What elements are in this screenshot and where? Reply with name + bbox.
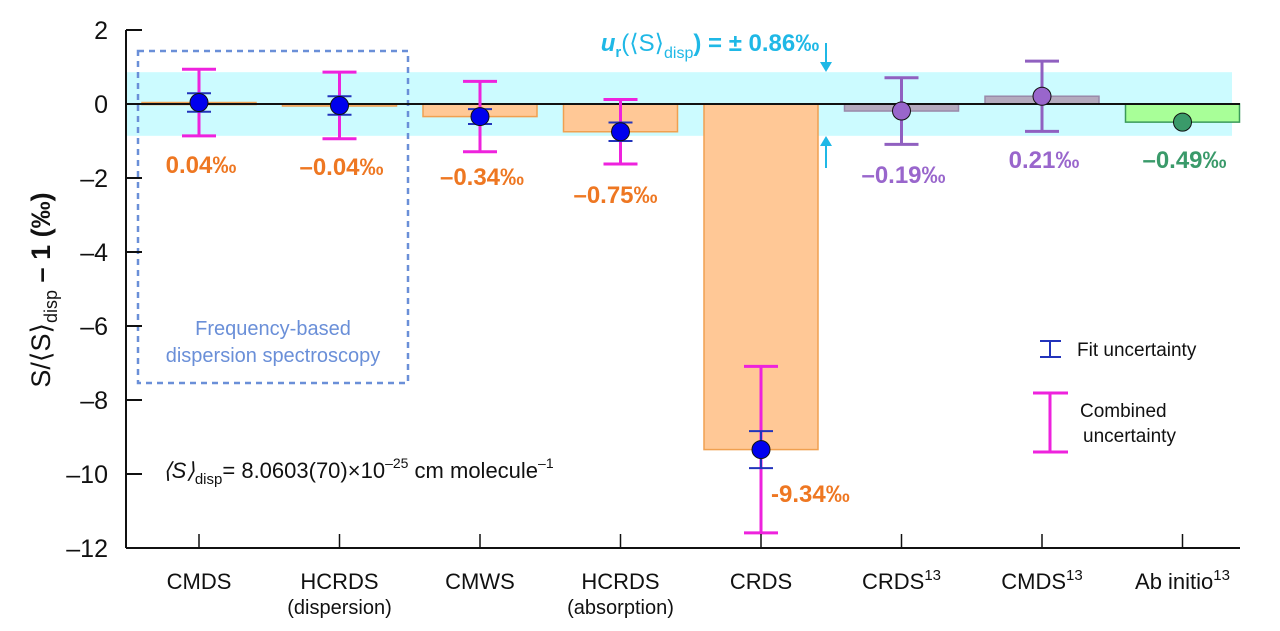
x-tick-label: CRDS13 <box>862 567 941 594</box>
ref-exp2: –1 <box>538 455 554 471</box>
data-point <box>189 93 209 113</box>
x-tick-label: CMDS <box>167 569 232 594</box>
y-tick-label: –4 <box>80 239 108 267</box>
x-tick-label-name: CMDS <box>167 569 232 594</box>
value-label: –0.19‰ <box>861 162 945 189</box>
data-point <box>1173 112 1192 132</box>
data-point <box>1032 86 1052 106</box>
value-label: –0.75‰ <box>573 182 657 209</box>
y-tick-label: –6 <box>80 313 108 341</box>
x-tick-label-name: CMWS <box>445 569 515 594</box>
y-ticks: 2 0 –2 –4 –6 –8 –10 –12 <box>66 17 142 563</box>
band-annotation-prefix: u <box>601 30 616 57</box>
data-point <box>470 107 490 127</box>
legend-fit-error-icon <box>1040 340 1061 358</box>
x-tick-label-sup: 13 <box>1213 567 1230 584</box>
band-annotation-tail: ) = ± 0.86‰ <box>693 30 819 57</box>
x-tick-sublabel: (dispersion) <box>287 597 391 619</box>
reference-value-note: ⟨S⟩disp= 8.0603(70)×10–25 cm molecule–1 <box>163 455 554 488</box>
y-axis-label-tail: – 1 (‰) <box>26 192 56 290</box>
y-tick-label: –10 <box>66 461 108 489</box>
data-point <box>611 122 630 142</box>
value-label: –0.34‰ <box>440 164 524 191</box>
data-point <box>892 101 911 121</box>
x-tick-label: HCRDS <box>300 569 378 594</box>
legend-combined-label-2: uncertainty <box>1083 426 1176 447</box>
y-tick-label: –2 <box>80 165 108 193</box>
band-arrow-up-icon <box>820 136 832 168</box>
value-label: –0.04‰ <box>299 154 383 181</box>
data-point <box>330 95 349 115</box>
ref-tail: cm molecule <box>408 458 538 483</box>
band-annotation-mid: (⟨S⟩ <box>621 30 664 57</box>
value-labels-layer: 0.04‰ –0.04‰ –0.34‰ –0.75‰ -9.34‰ –0.19‰ 0.21‰… <box>166 147 1227 508</box>
x-tick-label-name: CRDS <box>730 569 792 594</box>
legend: Fit uncertainty Combined uncertainty <box>1033 340 1197 454</box>
x-tick-label: CMDS13 <box>1001 567 1082 594</box>
y-axis-label: S/⟨S⟩disp – 1 (‰) <box>26 192 61 387</box>
data-point <box>751 440 771 460</box>
value-label: 0.04‰ <box>166 152 237 179</box>
x-tick-label-name: CRDS <box>862 569 924 594</box>
y-tick-label: 0 <box>94 91 108 119</box>
ref-exp: –25 <box>385 455 409 471</box>
y-axis-label-sub: disp <box>41 290 61 323</box>
band-annotation-sub2: disp <box>664 45 693 62</box>
y-tick-label: –12 <box>66 535 108 563</box>
value-label: –0.49‰ <box>1142 147 1226 174</box>
ref-mid: = 8.0603(70)×10 <box>222 458 385 483</box>
x-tick-label: HCRDS <box>581 569 659 594</box>
y-tick-label: –8 <box>80 387 108 415</box>
band-annotation: ur(⟨S⟩disp) = ± 0.86‰ <box>601 30 820 62</box>
x-tick-label-name: CMDS <box>1001 569 1066 594</box>
group-box-line1: Frequency-based <box>195 318 351 340</box>
ref-sub: disp <box>195 471 223 488</box>
group-box-line2: dispersion spectroscopy <box>166 345 381 367</box>
x-tick-label: CRDS <box>730 569 792 594</box>
frequency-group-box <box>136 49 410 385</box>
x-tick-label-name: HCRDS <box>300 569 378 594</box>
x-tick-label: Ab initio13 <box>1135 567 1230 594</box>
value-label: 0.21‰ <box>1009 147 1080 174</box>
x-tick-label-name: Ab initio <box>1135 569 1213 594</box>
legend-combined-error-icon <box>1033 391 1068 454</box>
x-tick-label: CMWS <box>445 569 515 594</box>
legend-combined-label-1: Combined <box>1080 401 1167 422</box>
band-annotation-sub: r <box>615 44 621 61</box>
points-layer <box>189 86 1192 460</box>
value-label: -9.34‰ <box>771 481 850 508</box>
x-tick-label-sup: 13 <box>1066 567 1083 584</box>
x-ticks: CMDS HCRDS (dispersion) CMWS HCRDS (absorptio… <box>167 534 1230 619</box>
x-tick-sublabel: (absorption) <box>567 597 674 619</box>
band-arrow-down-icon <box>820 43 832 72</box>
legend-fit-label: Fit uncertainty <box>1077 340 1197 361</box>
ref-prefix: ⟨S⟩ <box>163 458 195 483</box>
x-tick-label-name: HCRDS <box>581 569 659 594</box>
x-tick-label-sup: 13 <box>924 567 941 584</box>
y-tick-label: 2 <box>94 17 108 45</box>
y-axis-label-main: S/⟨S⟩ <box>26 323 56 388</box>
